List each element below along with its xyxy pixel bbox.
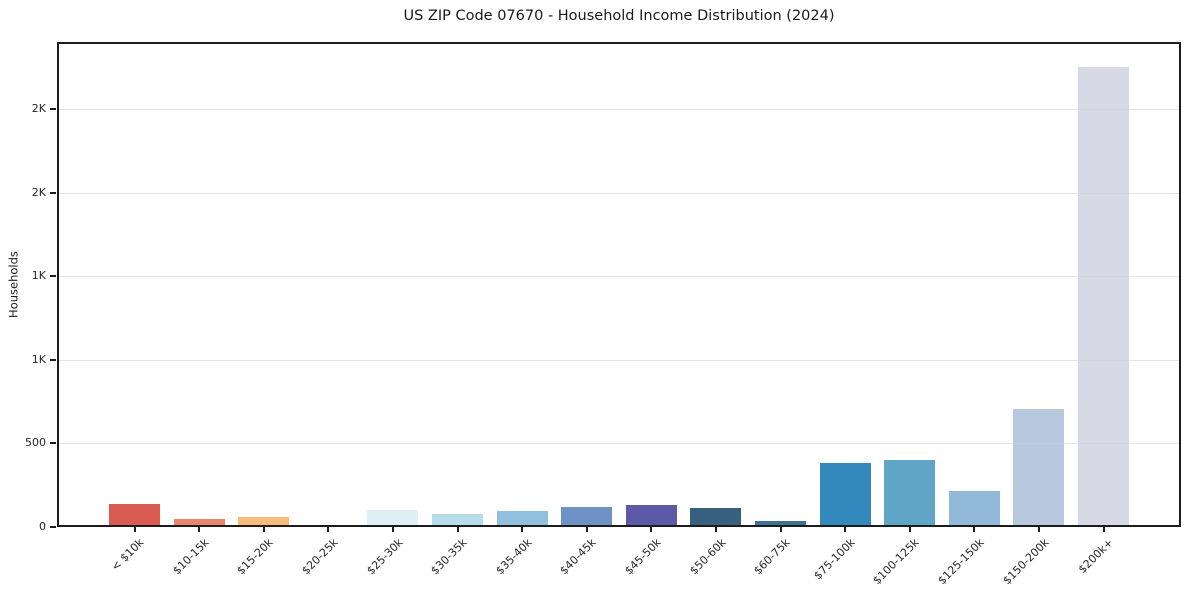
- x-tick-label: $20-25k: [299, 536, 341, 578]
- y-tick-label: 2K: [31, 185, 46, 199]
- bar-$60-75k: [755, 520, 806, 525]
- x-tick-mark: [133, 527, 136, 532]
- gridline-2000: [59, 192, 1179, 194]
- x-tick-mark: [714, 527, 717, 532]
- x-tick-mark: [1102, 527, 1105, 532]
- bar-$75-100k: [819, 463, 871, 525]
- x-tick-mark: [391, 527, 394, 532]
- x-tick-mark: [456, 527, 459, 532]
- x-tick-mark: [973, 527, 976, 532]
- x-tick-label: $60-75k: [751, 536, 793, 578]
- x-tick-label: $50-60k: [686, 536, 729, 578]
- y-tick-label: 1K: [31, 269, 46, 283]
- gridline-500: [59, 443, 1179, 445]
- x-tick-label: $15-20k: [234, 536, 276, 578]
- x-tick-mark: [585, 527, 588, 532]
- x-tick-mark: [908, 527, 911, 532]
- x-tick-label: $45-50k: [622, 536, 664, 578]
- bar-$200k+: [1078, 66, 1129, 525]
- chart-title: US ZIP Code 07670 - Household Income Dis…: [403, 8, 835, 24]
- bar-$15-20k: [238, 517, 290, 525]
- plot-area: [57, 42, 1181, 527]
- x-tick-label: $125-150k: [935, 536, 987, 588]
- gridline-1000: [59, 359, 1179, 361]
- x-tick-mark: [521, 527, 524, 532]
- x-tick-label: < $10k: [109, 536, 147, 574]
- x-tick-label: $40-45k: [557, 536, 599, 578]
- x-tick-mark: [327, 527, 330, 532]
- y-axis-label: Households: [6, 251, 21, 318]
- y-tick-label: 0: [39, 520, 46, 533]
- x-tick-label: $25-30k: [363, 536, 406, 578]
- bar-$125-150k: [948, 490, 1000, 525]
- bar-$50-60k: [690, 508, 742, 525]
- x-tick-mark: [1037, 527, 1040, 532]
- gridline-2500: [59, 108, 1179, 110]
- y-tick-mark: [50, 358, 56, 361]
- x-tick-mark: [844, 527, 847, 532]
- x-tick-label: $150-200k: [999, 536, 1052, 588]
- x-tick-mark: [262, 527, 265, 532]
- x-tick-label: $30-35k: [428, 536, 470, 578]
- y-tick-mark: [50, 107, 56, 110]
- bar-$25-30k: [367, 509, 419, 525]
- bar-$35-40k: [496, 510, 548, 525]
- gridline-1500: [59, 276, 1179, 278]
- bar-$10-15k: [173, 519, 225, 525]
- bar-$45-50k: [625, 504, 677, 525]
- y-tick-mark: [50, 191, 56, 194]
- x-tick-label: $35-40k: [493, 536, 535, 578]
- y-tick-mark: [50, 526, 56, 528]
- y-tick-mark: [50, 442, 56, 445]
- bar-$30-35k: [432, 514, 483, 525]
- x-tick-label: $10-15k: [170, 536, 212, 578]
- bar-< $10k: [109, 504, 160, 525]
- x-tick-mark: [198, 527, 201, 532]
- y-tick-label: 2K: [31, 101, 46, 115]
- bar-$40-45k: [561, 507, 613, 525]
- x-tick-label: $100-125k: [870, 536, 922, 588]
- bar-$100-125k: [884, 459, 936, 525]
- y-tick-mark: [50, 275, 56, 278]
- x-tick-label: $75-100k: [811, 536, 858, 583]
- y-tick-label: 500: [25, 436, 46, 450]
- x-tick-mark: [650, 527, 653, 532]
- y-tick-label: 1K: [31, 352, 46, 366]
- x-tick-label: $200k+: [1075, 536, 1116, 577]
- x-tick-mark: [779, 527, 782, 532]
- bar-$150-200k: [1013, 408, 1065, 525]
